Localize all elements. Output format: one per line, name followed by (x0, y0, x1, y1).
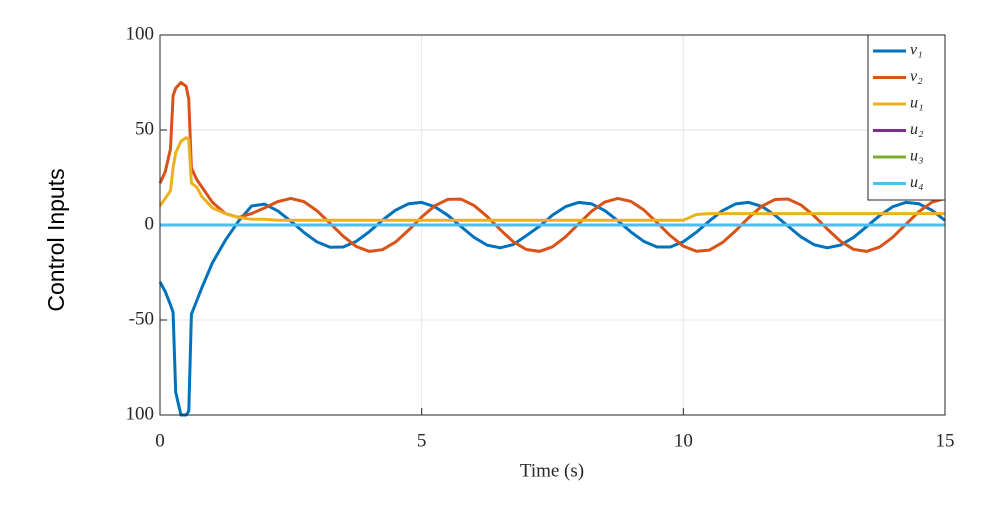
legend-label: u₃ (910, 148, 924, 165)
x-tick-label: 0 (155, 430, 165, 451)
y-axis-label: Control Inputs (43, 168, 69, 311)
legend-label: u₁ (910, 95, 924, 112)
legend-box (867, 34, 946, 201)
series-line (158, 81, 946, 253)
y-tick-label: -50 (129, 308, 154, 329)
series-line (158, 200, 946, 417)
legend-label: v₁ (910, 42, 923, 59)
y-tick-label: 0 (145, 213, 155, 234)
x-tick-label: 10 (674, 430, 693, 451)
plot-frame (159, 34, 946, 416)
x-tick-label: 15 (936, 430, 955, 451)
y-tick-label: 100 (126, 23, 155, 44)
series-line (158, 136, 945, 222)
legend-label: u₂ (910, 121, 924, 138)
x-tick-label: 5 (417, 430, 427, 451)
x-axis-label: Time (s) (520, 460, 584, 481)
y-tick-label: 100 (126, 403, 155, 424)
legend-label: v₂ (910, 68, 923, 85)
y-tick-label: 50 (135, 118, 154, 139)
legend-label: u₄ (910, 174, 924, 191)
